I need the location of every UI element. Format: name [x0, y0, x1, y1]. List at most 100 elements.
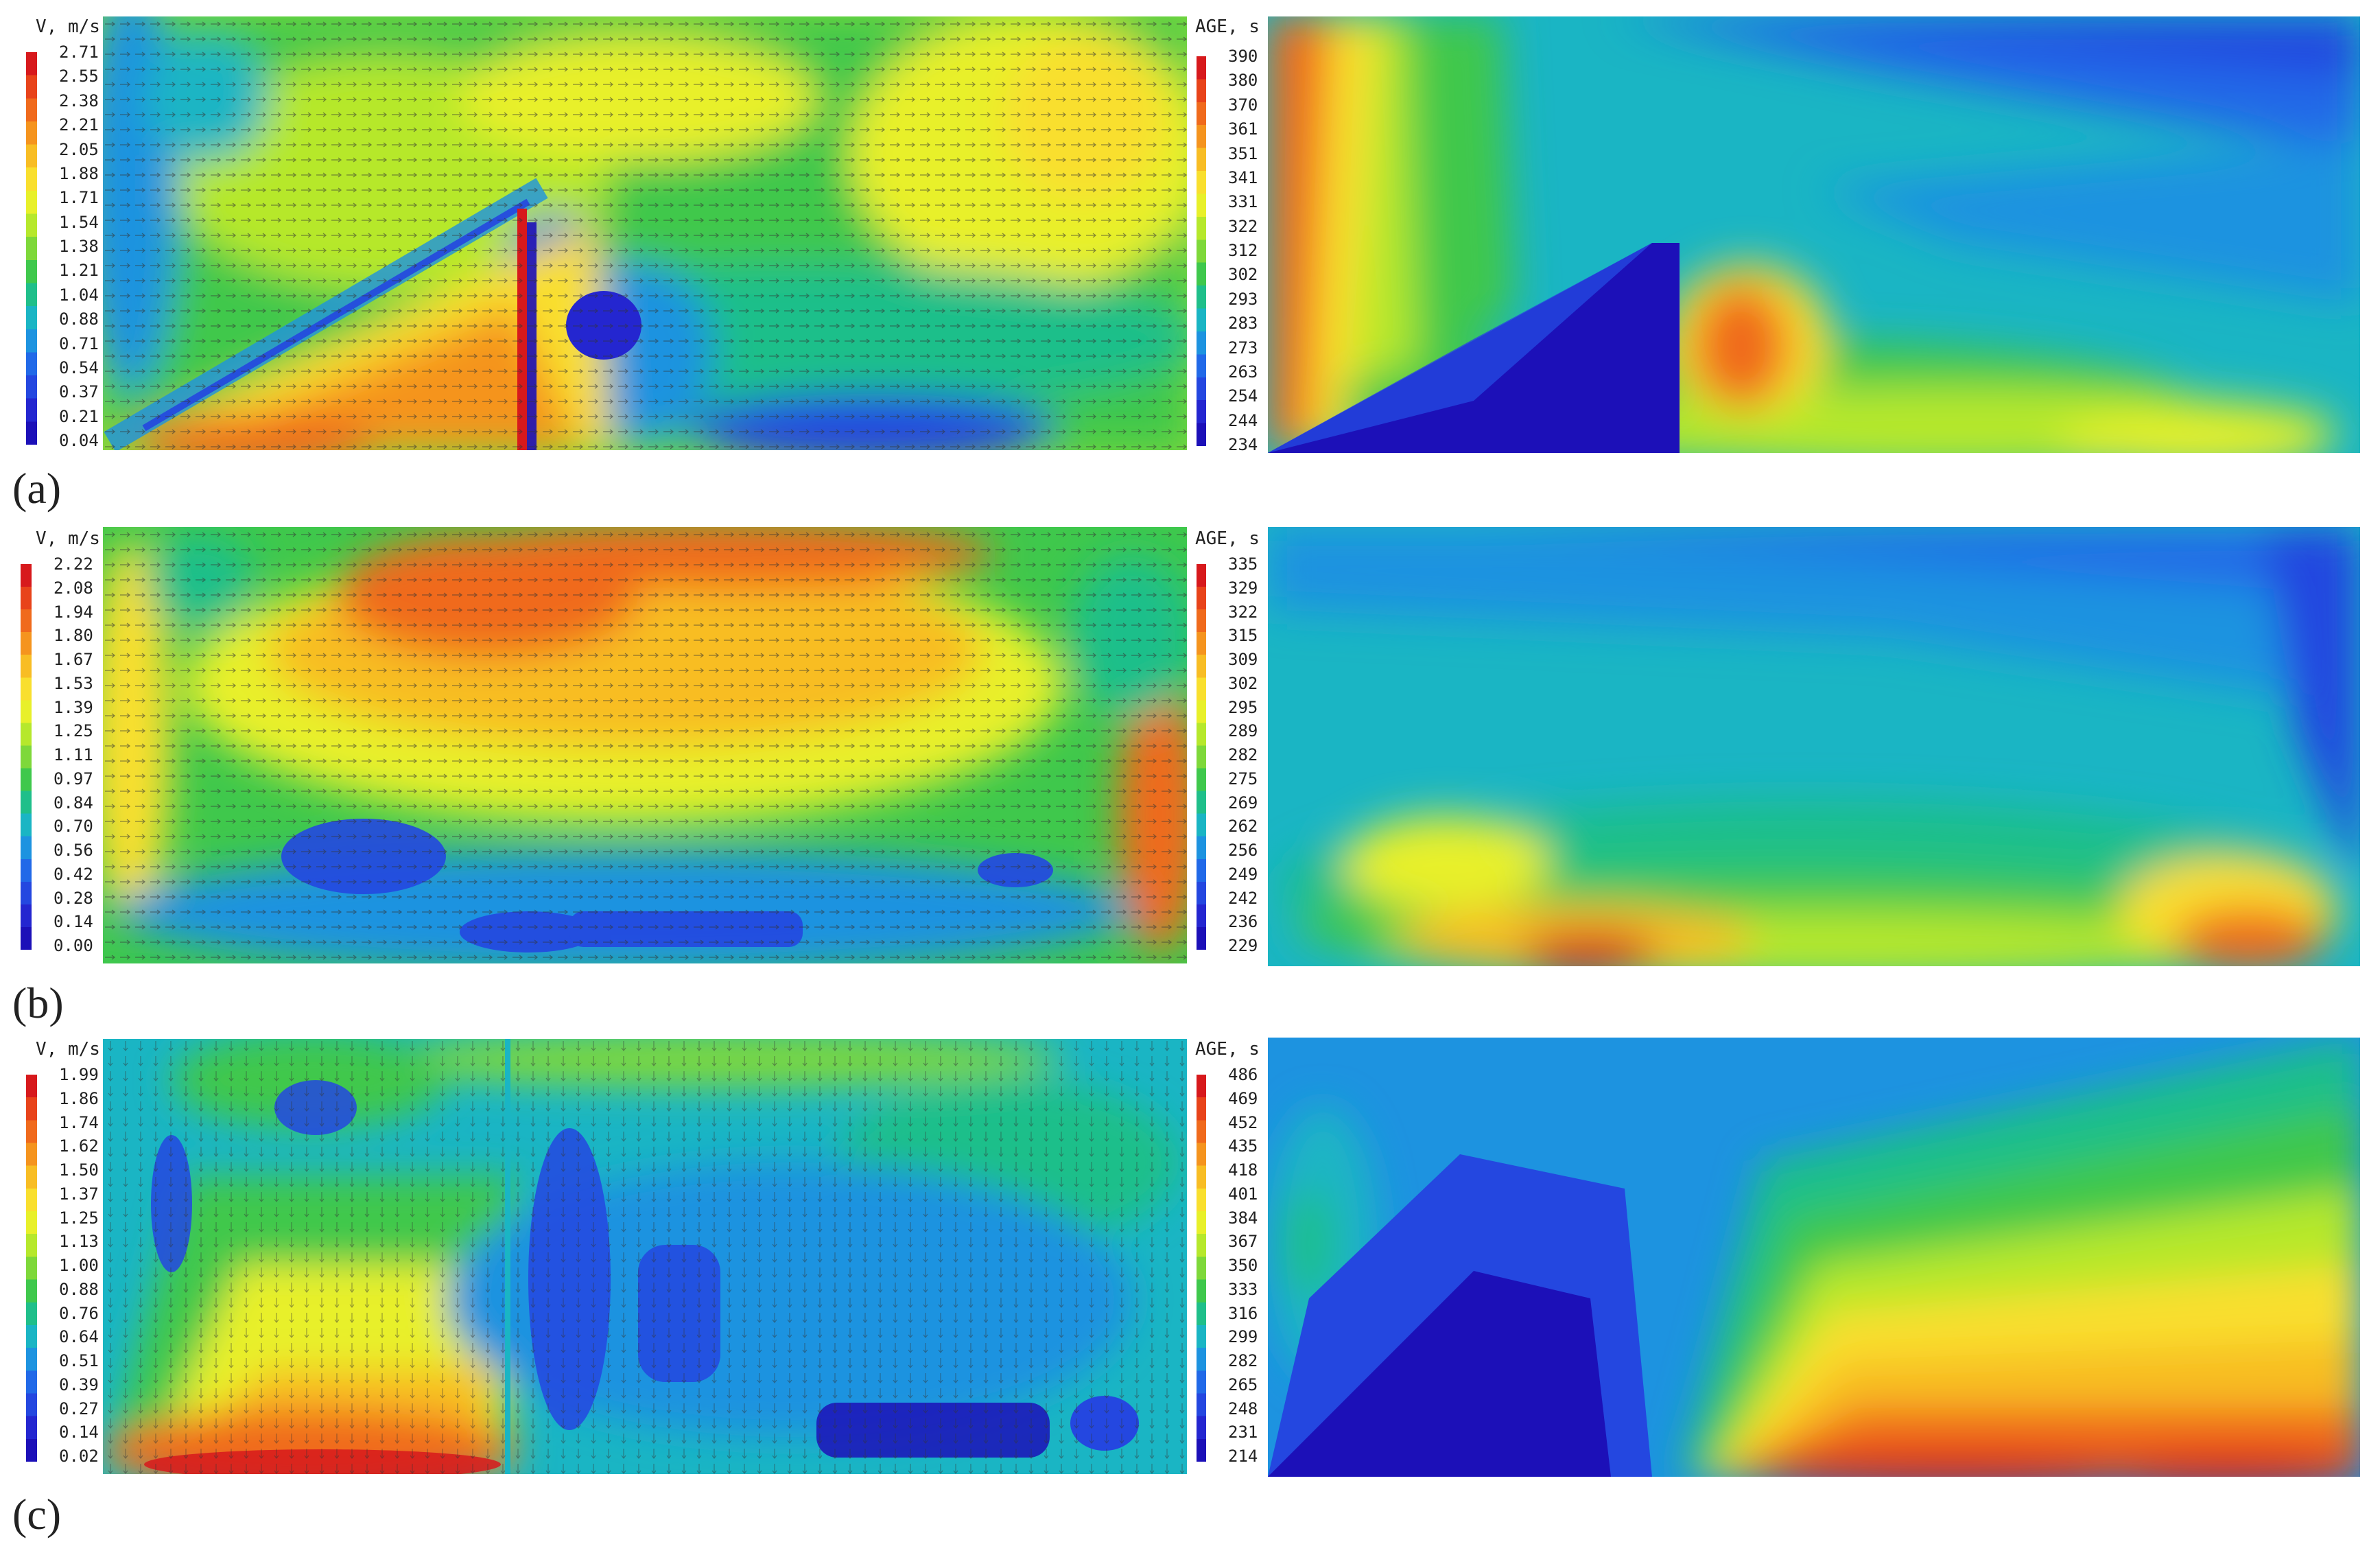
colorbar-tick-label: 0.70 — [54, 817, 93, 837]
colorbar-tick-label: 1.50 — [59, 1160, 99, 1180]
colorbar-tick-label: 315 — [1228, 626, 1258, 646]
age-colorbar — [1197, 56, 1206, 446]
colorbar-tick-label: 0.76 — [59, 1303, 99, 1323]
colorbar-tick-label: 361 — [1228, 119, 1258, 139]
colorbar-tick-label: 322 — [1228, 602, 1258, 622]
colorbar-tick-label: 249 — [1228, 864, 1258, 884]
colorbar-tick-label: 0.27 — [59, 1399, 99, 1418]
colorbar-tick-label: 435 — [1228, 1136, 1258, 1156]
colorbar-tick-label: 0.54 — [59, 358, 99, 377]
velocity-colorbar-ticks: 2.22 2.08 1.94 1.80 1.67 1.53 1.39 1.25 1.11 0.97… — [54, 556, 102, 954]
colorbar-tick-label: 367 — [1228, 1232, 1258, 1252]
colorbar-tick-label: 244 — [1228, 410, 1258, 430]
colorbar-tick-label: 316 — [1228, 1303, 1258, 1323]
colorbar-tick-label: 341 — [1228, 167, 1258, 187]
colorbar-tick-label: 333 — [1228, 1279, 1258, 1299]
colorbar-tick-label: 0.97 — [54, 769, 93, 788]
colorbar-tick-label: 2.71 — [59, 43, 99, 62]
colorbar-tick-label: 263 — [1228, 362, 1258, 382]
velocity-colorbar-title: V, m/s — [36, 528, 100, 549]
colorbar-tick-label: 1.99 — [59, 1065, 99, 1084]
colorbar-tick-label: 0.04 — [59, 431, 99, 450]
colorbar-tick-label: 1.62 — [59, 1136, 99, 1156]
colorbar-tick-label: 1.53 — [54, 673, 93, 693]
colorbar-tick-label: 0.71 — [59, 334, 99, 353]
colorbar-tick-label: 335 — [1228, 554, 1258, 574]
age-colorbar-ticks: 486 469 452 435 418 401 384 367 350 333 316 299 282 2… — [1228, 1066, 1269, 1464]
velocity-colorbar — [21, 564, 32, 950]
colorbar-tick-label: 1.13 — [59, 1232, 99, 1252]
colorbar-tick-label: 299 — [1228, 1327, 1258, 1347]
colorbar-tick-label: 0.84 — [54, 793, 93, 812]
colorbar-tick-label: 331 — [1228, 192, 1258, 212]
velocity-colorbar-title: V, m/s — [36, 16, 100, 37]
colorbar-tick-label: 0.64 — [59, 1327, 99, 1347]
colorbar-tick-label: 1.39 — [54, 697, 93, 717]
colorbar-tick-label: 390 — [1228, 47, 1258, 66]
colorbar-tick-label: 2.55 — [59, 67, 99, 86]
colorbar-tick-label: 418 — [1228, 1160, 1258, 1180]
age-colorbar — [1197, 564, 1206, 950]
colorbar-tick-label: 1.80 — [54, 626, 93, 646]
colorbar-tick-label: 370 — [1228, 95, 1258, 115]
colorbar-tick-label: 452 — [1228, 1112, 1258, 1132]
colorbar-tick-label: 1.88 — [59, 163, 99, 183]
colorbar-tick-label: 351 — [1228, 143, 1258, 163]
colorbar-tick-label: 0.21 — [59, 406, 99, 426]
colorbar-tick-label: 2.22 — [54, 554, 93, 574]
row-b: V, m/s 2.22 2.08 1.94 1.80 1.67 1.53 1.39 1.25 1… — [12, 527, 2360, 1025]
velocity-colorbar-ticks: 1.99 1.86 1.74 1.62 1.50 1.37 1.25 1.13 1.00 0.88… — [59, 1066, 107, 1464]
colorbar-tick-label: 329 — [1228, 578, 1258, 598]
colorbar-tick-label: 229 — [1228, 936, 1258, 955]
colorbar-tick-label: 1.00 — [59, 1256, 99, 1275]
colorbar-tick-label: 262 — [1228, 817, 1258, 837]
colorbar-tick-label: 236 — [1228, 912, 1258, 932]
colorbar-tick-label: 0.14 — [59, 1423, 99, 1442]
colorbar-tick-label: 275 — [1228, 769, 1258, 788]
colorbar-tick-label: 2.21 — [59, 115, 99, 135]
colorbar-tick-label: 231 — [1228, 1423, 1258, 1442]
colorbar-tick-label: 322 — [1228, 216, 1258, 236]
colorbar-tick-label: 312 — [1228, 241, 1258, 260]
colorbar-tick-label: 1.38 — [59, 237, 99, 256]
colorbar-tick-label: 0.51 — [59, 1351, 99, 1370]
colorbar-tick-label: 1.94 — [54, 602, 93, 622]
colorbar-tick-label: 0.42 — [54, 864, 93, 884]
velocity-field-b — [103, 527, 1187, 963]
colorbar-tick-label: 1.11 — [54, 745, 93, 764]
panel-label-b: (b) — [12, 979, 64, 1027]
colorbar-tick-label: 269 — [1228, 793, 1258, 812]
velocity-colorbar-ticks: 2.71 2.55 2.38 2.21 2.05 1.88 1.71 1.54 1.38 1.21… — [59, 44, 107, 449]
colorbar-tick-label: 1.67 — [54, 650, 93, 669]
colorbar-tick-label: 1.25 — [59, 1208, 99, 1228]
age-colorbar-title: AGE, s — [1195, 16, 1260, 37]
colorbar-tick-label: 0.14 — [54, 912, 93, 932]
colorbar-tick-label: 1.25 — [54, 721, 93, 741]
colorbar-tick-label: 0.00 — [54, 936, 93, 955]
colorbar-tick-label: 0.88 — [59, 1279, 99, 1299]
colorbar-tick-label: 384 — [1228, 1208, 1258, 1228]
velocity-field-a — [103, 16, 1187, 450]
colorbar-tick-label: 214 — [1228, 1447, 1258, 1466]
colorbar-tick-label: 1.37 — [59, 1184, 99, 1204]
colorbar-tick-label: 469 — [1228, 1088, 1258, 1108]
colorbar-tick-label: 0.37 — [59, 382, 99, 402]
colorbar-tick-label: 302 — [1228, 673, 1258, 693]
age-field-c — [1268, 1038, 2360, 1477]
colorbar-tick-label: 1.86 — [59, 1088, 99, 1108]
velocity-colorbar — [26, 52, 37, 445]
velocity-colorbar-title: V, m/s — [36, 1039, 100, 1060]
age-colorbar-ticks: 335 329 322 315 309 302 295 289 282 275 269 262 256 2… — [1228, 556, 1269, 954]
age-colorbar-title: AGE, s — [1195, 1039, 1260, 1060]
colorbar-tick-label: 242 — [1228, 888, 1258, 908]
colorbar-tick-label: 283 — [1228, 314, 1258, 334]
colorbar-tick-label: 265 — [1228, 1375, 1258, 1394]
velocity-field-c — [103, 1039, 1187, 1474]
colorbar-tick-label: 302 — [1228, 265, 1258, 285]
colorbar-tick-label: 1.71 — [59, 188, 99, 208]
colorbar-tick-label: 282 — [1228, 1351, 1258, 1370]
colorbar-tick-label: 0.56 — [54, 841, 93, 860]
colorbar-tick-label: 295 — [1228, 697, 1258, 717]
age-field-a — [1268, 16, 2360, 453]
colorbar-tick-label: 380 — [1228, 71, 1258, 91]
